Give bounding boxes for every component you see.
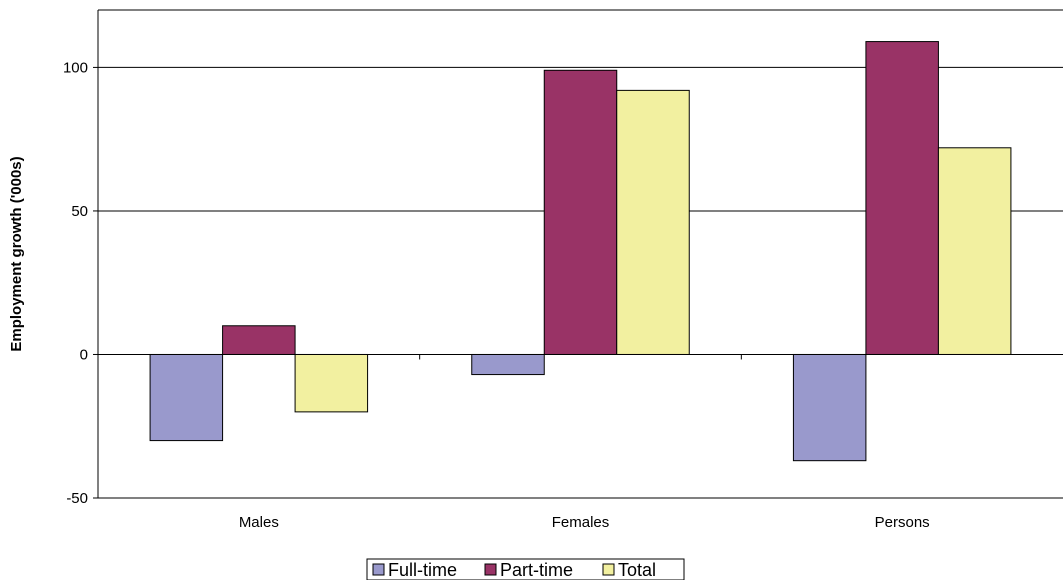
legend-label-full-time: Full-time bbox=[388, 560, 457, 580]
bar-persons-full-time bbox=[792, 353, 867, 462]
x-tick-label-females: Females bbox=[552, 514, 610, 531]
legend-label-total: Total bbox=[618, 560, 656, 580]
y-axis-label: Employment growth ('000s) bbox=[8, 156, 25, 351]
legend-label-part-time: Part-time bbox=[500, 560, 573, 580]
bar-males-part-time bbox=[222, 325, 296, 355]
legend-swatch-part-time bbox=[484, 563, 497, 576]
x-tick-labels: Males Females Persons bbox=[239, 514, 930, 531]
x-tick-label-persons: Persons bbox=[875, 514, 930, 531]
legend-swatch-full-time bbox=[372, 563, 385, 576]
bar-females-full-time bbox=[471, 353, 545, 376]
y-tick-label: -50 bbox=[66, 490, 88, 507]
y-tick-label: 0 bbox=[80, 346, 88, 363]
axes bbox=[93, 9, 1063, 499]
legend-swatch-total bbox=[602, 563, 615, 576]
bar-persons-total bbox=[937, 147, 1012, 355]
bar-males-full-time bbox=[149, 353, 224, 442]
bar-females-total bbox=[616, 89, 690, 355]
y-tick-label: 50 bbox=[71, 203, 88, 220]
legend: Full-time Part-time Total bbox=[366, 558, 685, 580]
bar-persons-part-time bbox=[865, 41, 939, 355]
bar-males-total bbox=[294, 353, 369, 413]
bar-females-part-time bbox=[543, 69, 618, 355]
y-tick-labels: -50 0 50 100 bbox=[63, 59, 88, 507]
x-tick-label-males: Males bbox=[239, 514, 279, 531]
bars bbox=[149, 41, 1012, 462]
y-tick-label: 100 bbox=[63, 59, 88, 76]
